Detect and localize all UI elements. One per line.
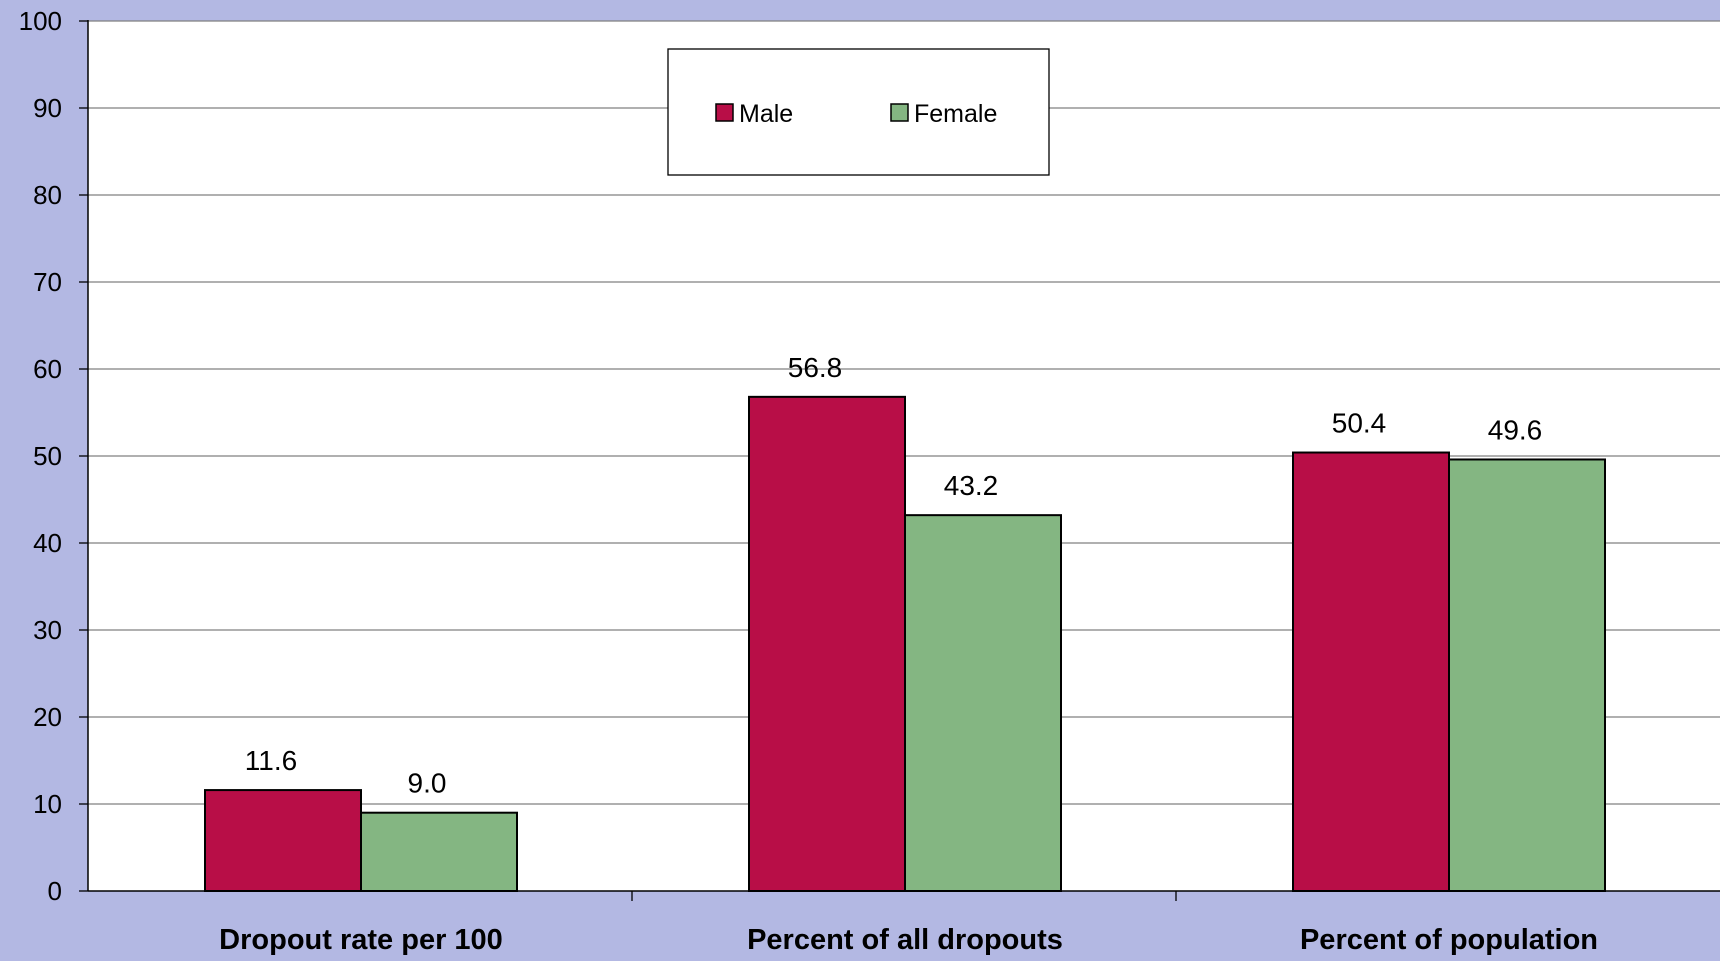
y-axis-tick-labels: 0 10 20 30 40 50 60 70 80 90 100: [19, 6, 62, 906]
bar-male-1: [748, 395, 906, 892]
x-category-label: Percent of all dropouts: [747, 924, 1063, 956]
legend: Male Female: [667, 48, 1050, 176]
y-tick-label: 90: [33, 93, 62, 123]
y-tick-label: 10: [33, 789, 62, 819]
axes: [79, 20, 1720, 901]
data-label: 50.4: [1332, 408, 1387, 439]
data-label: 56.8: [788, 352, 843, 383]
bar-female-1: [904, 514, 1062, 892]
y-tick-label: 40: [33, 528, 62, 558]
bars: [204, 395, 1606, 893]
data-label: 43.2: [944, 470, 999, 501]
y-tick-label: 30: [33, 615, 62, 645]
x-category-label: Percent of population: [1300, 924, 1598, 956]
y-tick-label: 100: [19, 6, 62, 36]
legend-label-male: Male: [739, 100, 793, 128]
y-tick-label: 20: [33, 702, 62, 732]
y-tick-label: 0: [48, 876, 62, 906]
legend-swatch-female: [890, 103, 909, 122]
data-label: 9.0: [408, 768, 447, 799]
data-label: 49.6: [1488, 414, 1543, 445]
legend-label-female: Female: [914, 100, 997, 128]
data-label: 11.6: [245, 745, 297, 776]
x-axis-category-labels: Dropout rate per 100 Percent of all dropo…: [219, 924, 1598, 956]
legend-swatch-male: [715, 103, 734, 122]
data-labels: 11.6 9.0 56.8 43.2 50.4 49.6: [245, 352, 1542, 799]
y-tick-label: 80: [33, 180, 62, 210]
bar-female-0: [360, 811, 518, 893]
bar-male-2: [1292, 451, 1450, 892]
x-category-label: Dropout rate per 100: [219, 924, 503, 956]
y-tick-label: 60: [33, 354, 62, 384]
bar-male-0: [204, 789, 362, 893]
bar-female-2: [1448, 458, 1606, 892]
y-tick-label: 50: [33, 441, 62, 471]
y-tick-label: 70: [33, 267, 62, 297]
